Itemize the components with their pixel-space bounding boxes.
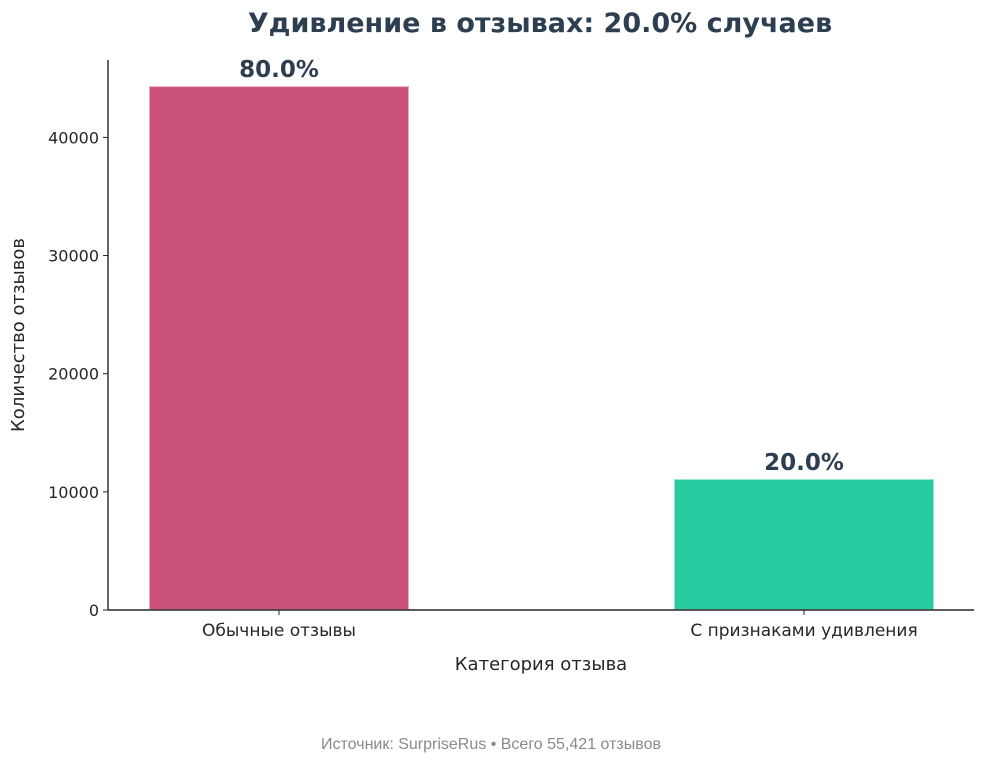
- bar: [148, 85, 410, 611]
- data-labels: 80.0% 20.0%: [239, 57, 844, 476]
- y-tick-label: 20000: [48, 365, 99, 384]
- chart-title: Удивление в отзывах: 20.0% случаев: [248, 8, 832, 39]
- bar: [673, 478, 935, 611]
- y-tick-label: 10000: [48, 483, 99, 502]
- y-tick-label: 40000: [48, 128, 99, 147]
- data-label: 80.0%: [239, 57, 319, 83]
- x-tick-label: Обычные отзывы: [202, 621, 356, 641]
- y-tick-label: 30000: [48, 247, 99, 266]
- bars-layer: [148, 85, 935, 611]
- data-label: 20.0%: [764, 450, 844, 476]
- y-axis-label: Количество отзывов: [8, 238, 29, 432]
- source-note: Источник: SurpriseRus • Всего 55,421 отз…: [321, 736, 661, 753]
- x-tick-label: С признаками удивления: [690, 621, 917, 641]
- x-categories: Обычные отзывы С признаками удивления: [202, 610, 918, 641]
- y-ticks: 0 10000 20000 30000 40000: [48, 128, 108, 620]
- y-tick-label: 0: [89, 601, 99, 620]
- x-axis-label: Категория отзыва: [455, 654, 627, 675]
